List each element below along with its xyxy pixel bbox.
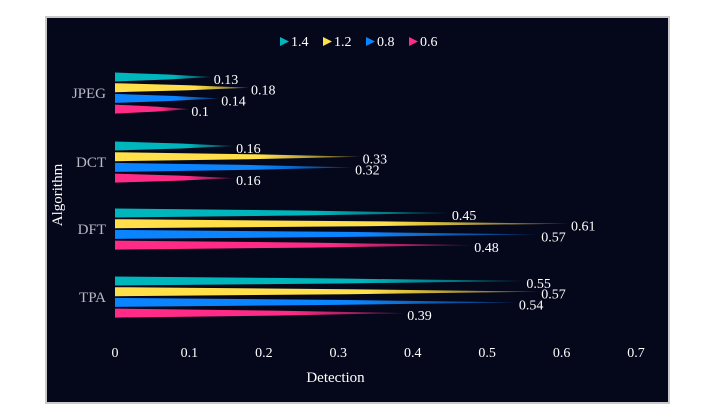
- bar-0.8-DCT: [115, 162, 354, 172]
- bar-1.4-JPEG: [115, 72, 212, 82]
- data-label: 0.14: [221, 94, 246, 109]
- data-label: 0.1: [191, 105, 209, 120]
- y-tick-label: TPA: [79, 290, 106, 306]
- legend-marker-icon: [409, 37, 418, 46]
- legend-marker-icon: [280, 37, 289, 46]
- y-axis-title: Algorithm: [50, 163, 66, 226]
- data-label: 0.16: [236, 174, 260, 189]
- bar-1.2-TPA: [115, 287, 540, 297]
- data-label: 0.33: [363, 153, 388, 168]
- bar-0.6-DFT: [115, 240, 473, 250]
- x-tick-label: 0.2: [255, 346, 273, 361]
- x-tick-label: 0.5: [478, 346, 496, 361]
- bar-0.6-DCT: [115, 173, 235, 183]
- legend-item-1.4[interactable]: 1.4: [291, 35, 309, 50]
- data-label: 0.18: [251, 84, 276, 99]
- y-tick-label: DFT: [78, 222, 106, 238]
- bar-1.2-JPEG: [115, 83, 249, 93]
- y-tick-label: JPEG: [72, 86, 106, 102]
- data-label: 0.13: [214, 73, 239, 88]
- legend-item-1.2[interactable]: 1.2: [334, 35, 352, 50]
- legend-item-0.8[interactable]: 0.8: [377, 35, 395, 50]
- bar-0.6-TPA: [115, 308, 406, 318]
- data-label: 0.39: [407, 309, 432, 324]
- x-tick-label: 0.7: [627, 346, 645, 361]
- data-label: 0.45: [452, 209, 477, 224]
- bar-1.2-DCT: [115, 152, 361, 162]
- data-label: 0.16: [236, 142, 260, 157]
- bar-1.4-DCT: [115, 141, 235, 151]
- x-tick-label: 0: [112, 346, 119, 361]
- bar-0.8-JPEG: [115, 93, 220, 103]
- x-tick-label: 0.3: [330, 346, 348, 361]
- bar-0.8-TPA: [115, 297, 517, 307]
- bar-1.2-DFT: [115, 219, 570, 229]
- legend-marker-icon: [366, 37, 375, 46]
- x-tick-label: 0.4: [404, 346, 422, 361]
- bar-1.4-TPA: [115, 276, 525, 286]
- legend-item-0.6[interactable]: 0.6: [420, 35, 438, 50]
- y-tick-label: DCT: [76, 155, 106, 171]
- data-label: 0.61: [571, 220, 596, 235]
- legend-marker-icon: [323, 37, 332, 46]
- x-axis-title: Detection: [306, 370, 365, 386]
- data-label: 0.57: [541, 288, 566, 303]
- bar-0.6-JPEG: [115, 104, 190, 114]
- data-label: 0.48: [474, 241, 499, 256]
- data-label: 0.55: [526, 277, 551, 292]
- data-label: 0.57: [541, 230, 566, 245]
- x-tick-label: 0.6: [553, 346, 571, 361]
- bar-1.4-DFT: [115, 208, 450, 218]
- data-label: 0.32: [355, 163, 380, 178]
- bar-0.8-DFT: [115, 229, 540, 239]
- x-tick-label: 0.1: [181, 346, 199, 361]
- data-label: 0.54: [519, 298, 544, 313]
